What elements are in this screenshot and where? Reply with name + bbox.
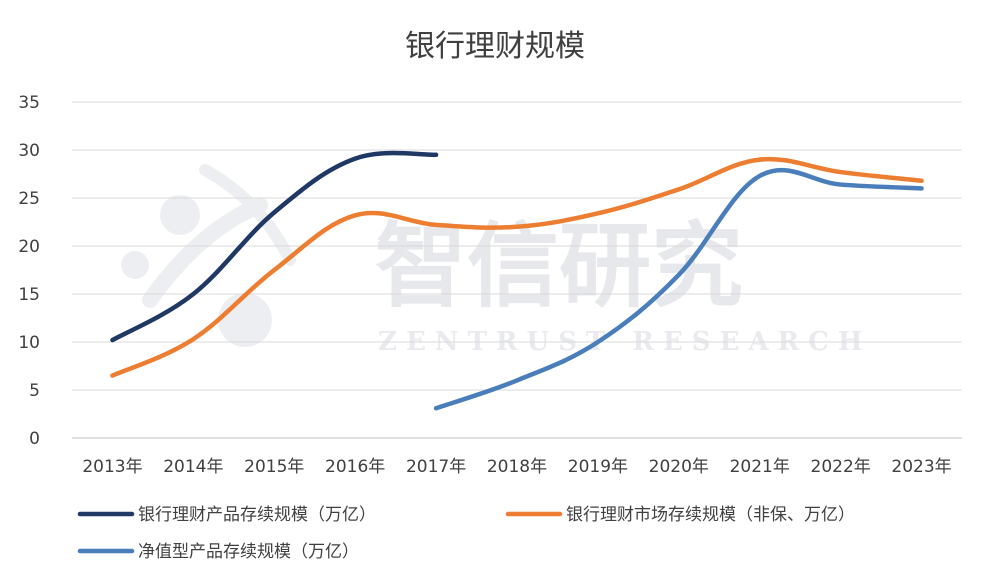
y-tick-label: 15 [18, 285, 40, 305]
grid [72, 101, 962, 439]
series-lines [110, 150, 924, 411]
x-tick-label: 2016年 [325, 457, 385, 477]
legend-label-2: 银行理财市场存续规模（非保、万亿） [566, 505, 855, 525]
x-tick-label: 2018年 [487, 457, 547, 477]
x-tick-label: 2014年 [163, 457, 223, 477]
y-tick-label: 25 [18, 189, 40, 209]
legend: 银行理财产品存续规模（万亿） 银行理财市场存续规模（非保、万亿） 净值型产品存续规模… [77, 505, 855, 562]
y-tick-label: 35 [18, 93, 40, 113]
y-tick-label: 20 [18, 237, 40, 257]
watermark-cn: 智信研究 [375, 212, 743, 320]
x-tick-label: 2023年 [891, 457, 951, 477]
y-axis-ticks: 0 5 10 15 20 25 30 35 [18, 93, 40, 449]
x-tick-label: 2017年 [406, 457, 466, 477]
y-tick-label: 5 [29, 381, 40, 401]
x-tick-label: 2019年 [568, 457, 628, 477]
series-line-2 [110, 156, 924, 378]
series-line-3 [433, 167, 924, 411]
y-tick-label: 30 [18, 141, 40, 161]
x-tick-label: 2013年 [82, 457, 142, 477]
chart-title: 银行理财规模 [405, 29, 585, 64]
x-tick-label: 2020年 [649, 457, 709, 477]
legend-label-1: 银行理财产品存续规模（万亿） [138, 505, 376, 525]
y-tick-label: 0 [29, 429, 40, 449]
x-axis-ticks: 2013年 2014年 2015年 2016年 2017年 2018年 2019年 2020年… [82, 457, 951, 477]
legend-label-3: 净值型产品存续规模（万亿） [138, 542, 359, 562]
y-tick-label: 10 [18, 333, 40, 353]
x-tick-label: 2021年 [730, 457, 790, 477]
x-tick-label: 2022年 [811, 457, 871, 477]
x-tick-label: 2015年 [244, 457, 304, 477]
series-line-1 [110, 150, 439, 343]
